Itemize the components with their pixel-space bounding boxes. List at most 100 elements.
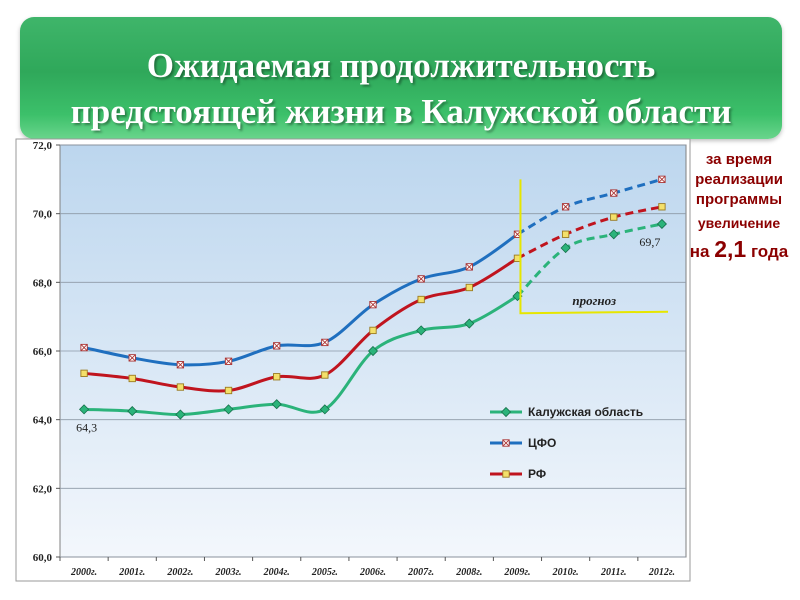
title-line-2: предстоящей жизни в Калужской области: [70, 92, 732, 131]
title-banner: Ожидаемая продолжительность предстоящей …: [20, 17, 782, 139]
data-point: [369, 301, 377, 309]
data-point: [128, 374, 136, 383]
side-note-value: 2,1: [714, 236, 747, 262]
data-point: [128, 354, 136, 362]
series-line-forecast: [516, 205, 663, 260]
data-point: [319, 404, 330, 415]
series-group: [79, 175, 667, 420]
data-point: [273, 342, 281, 350]
marker-cross: [273, 342, 281, 350]
legend: Калужская область ЦФО РФ: [490, 405, 643, 481]
data-point: [176, 383, 185, 391]
x-tick-label: 2001г.: [118, 567, 145, 578]
data-point: [656, 218, 667, 230]
data-point: [223, 404, 234, 415]
legend-swatch-marker: [500, 406, 512, 418]
x-tick-label: 2002г.: [166, 567, 193, 578]
forecast-bracket: [519, 179, 669, 315]
side-note-suffix: года: [746, 242, 789, 261]
marker-cross: [321, 338, 329, 346]
x-tick-label: 2011г.: [600, 567, 627, 578]
series-line-actual: [82, 256, 519, 393]
data-point: [79, 404, 90, 415]
marker-cross: [417, 275, 425, 283]
data-point: [417, 275, 425, 283]
data-point: [417, 295, 425, 304]
title-line-1: Ожидаемая продолжительность: [146, 46, 656, 85]
data-point: [560, 242, 571, 254]
data-point: [224, 357, 233, 365]
x-tick-label: 2003г.: [215, 567, 242, 578]
forecast-label: прогноз: [572, 293, 616, 308]
annotation-end: 69,7: [639, 235, 660, 249]
y-tick-label: 66,0: [33, 346, 53, 358]
marker-cross: [562, 203, 570, 211]
y-tick-label: 68,0: [33, 277, 53, 289]
data-point: [273, 373, 281, 381]
x-tick-label: 2009г.: [503, 567, 530, 578]
x-tick-label: 2004г.: [263, 567, 290, 578]
legend-label: РФ: [528, 467, 546, 481]
series-0: [79, 218, 667, 420]
side-note-line-5: на 2,1 года: [680, 236, 798, 265]
marker-cross: [176, 361, 184, 369]
side-note-line-2: реализации: [695, 171, 783, 188]
data-point: [416, 325, 427, 336]
marker-cross: [502, 439, 510, 447]
x-tick-label: 2010г.: [552, 567, 579, 578]
data-point: [369, 326, 377, 335]
marker-cross: [658, 175, 666, 183]
x-tick-label: 2000г.: [70, 567, 97, 578]
page-title: Ожидаемая продолжительность предстоящей …: [20, 43, 782, 135]
data-point: [658, 203, 666, 211]
data-point: [465, 283, 473, 292]
data-point: [610, 213, 618, 221]
data-point: [465, 263, 473, 271]
marker-cross: [610, 189, 618, 197]
y-tick-label: 62,0: [33, 483, 53, 495]
legend-swatch-marker: [502, 470, 510, 478]
marker-cross: [80, 344, 88, 352]
x-tick-label: 2006г.: [359, 567, 386, 578]
data-point: [271, 399, 282, 410]
marker-cross: [465, 263, 473, 271]
side-note-prefix: на: [689, 242, 715, 261]
y-tick-label: 60,0: [33, 552, 53, 564]
x-tick-label: 2012г.: [648, 567, 675, 578]
series-line-forecast: [516, 222, 663, 298]
marker-cross: [369, 301, 377, 309]
data-point: [658, 175, 666, 183]
data-point: [127, 406, 138, 417]
y-tick-label: 70,0: [33, 209, 53, 221]
series-line-actual: [82, 232, 519, 367]
series-line-actual: [82, 294, 519, 417]
x-tick-label: 2008г.: [455, 567, 482, 578]
marker-cross: [128, 354, 136, 362]
series-1: [80, 175, 666, 369]
y-tick-label: 64,0: [33, 415, 53, 427]
data-point: [610, 189, 618, 197]
annotation-start: 64,3: [76, 420, 97, 434]
side-note: за время реализации программы увеличение…: [680, 150, 798, 265]
data-point: [561, 230, 570, 238]
data-point: [561, 203, 570, 211]
side-note-line-3: программы: [695, 191, 783, 208]
data-point: [175, 409, 186, 420]
side-note-line-1: за время: [705, 151, 773, 168]
data-point: [80, 343, 88, 352]
data-point: [321, 338, 329, 347]
marker-cross: [225, 357, 233, 365]
grid-lines: [56, 144, 686, 558]
data-point: [224, 386, 233, 395]
legend-swatch-marker: [502, 439, 510, 447]
y-tick-label: 72,0: [33, 140, 53, 152]
data-point: [608, 229, 619, 240]
data-point: [321, 371, 329, 379]
data-point: [464, 318, 475, 329]
series-line-forecast: [516, 177, 663, 236]
data-point: [176, 361, 185, 369]
x-tick-label: 2005г.: [311, 567, 338, 578]
series-2: [80, 203, 666, 395]
x-tick-label: 2007г.: [407, 567, 434, 578]
